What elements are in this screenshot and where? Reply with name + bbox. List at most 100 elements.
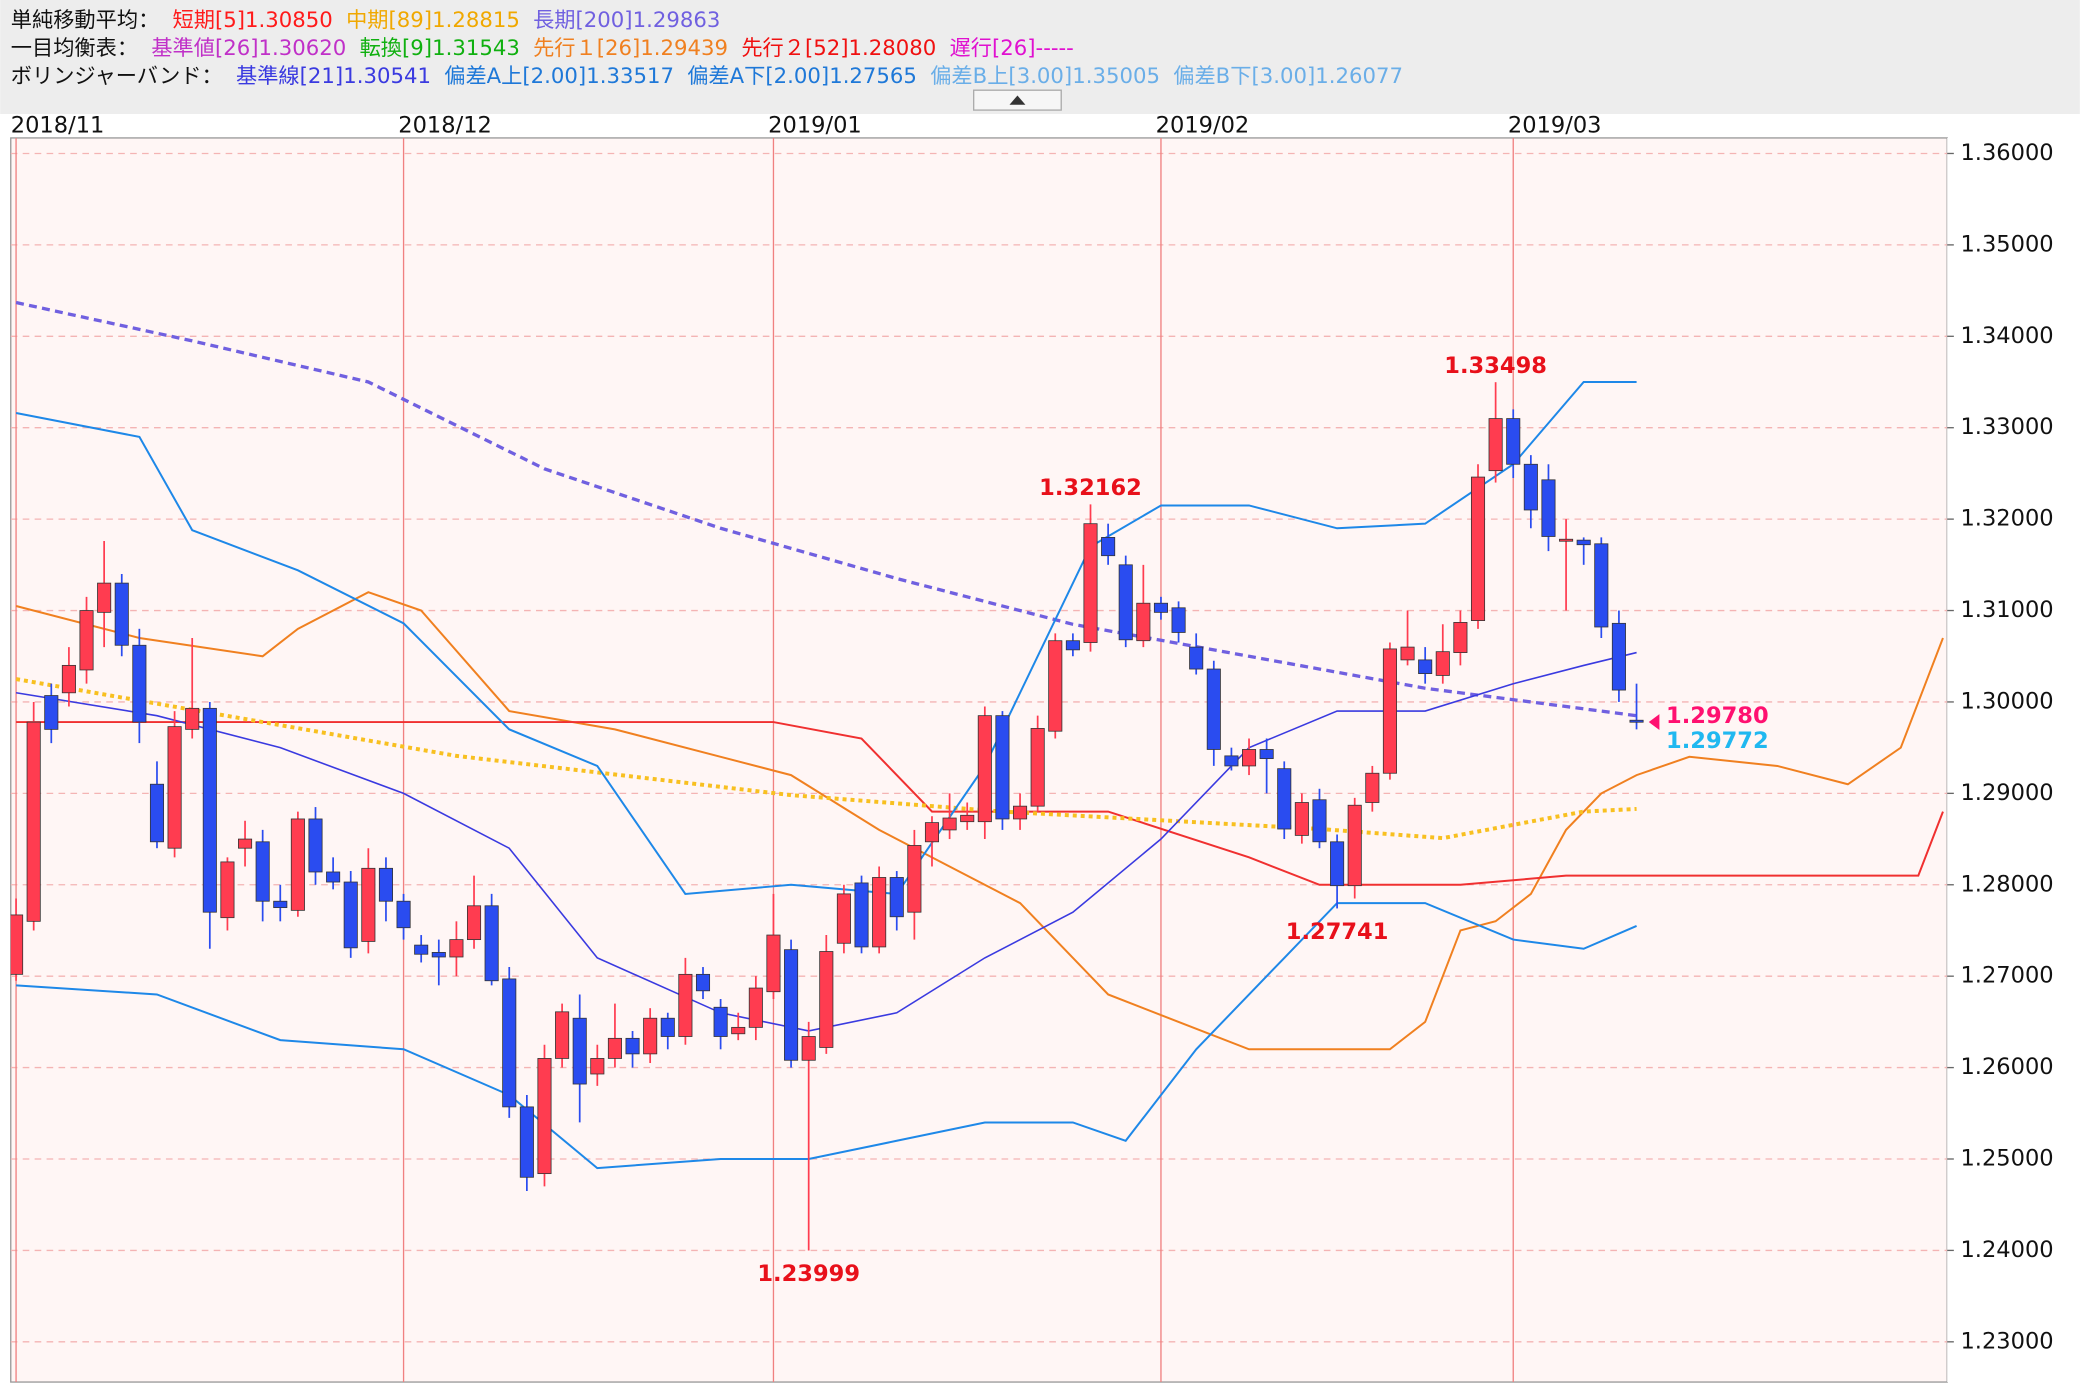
collapse-button[interactable] bbox=[973, 89, 1062, 111]
candle-body bbox=[1453, 622, 1468, 653]
legend-item: 遅行[26]----- bbox=[950, 36, 1074, 61]
candle-body bbox=[678, 973, 693, 1037]
legend-item: 転換[9]1.31543 bbox=[360, 36, 520, 61]
candle-body bbox=[1189, 646, 1204, 670]
candle-body bbox=[308, 818, 323, 873]
candle-body bbox=[1418, 659, 1433, 675]
candle-body bbox=[44, 695, 59, 730]
candle-body bbox=[378, 867, 393, 902]
legend-line: 一目均衡表： 基準値[26]1.30620 転換[9]1.31543 先行１[26]1… bbox=[11, 36, 1074, 61]
y-tick-label: 1.33000 bbox=[1960, 414, 2053, 440]
legend-line: ボリンジャーバンド： 基準線[21]1.30541 偏差A上[2.00]1.3351… bbox=[11, 64, 1403, 89]
candle-body bbox=[1541, 479, 1556, 537]
candle-body bbox=[625, 1037, 640, 1055]
date-strip bbox=[0, 114, 2080, 138]
candle-body bbox=[607, 1037, 622, 1059]
candle-body bbox=[361, 867, 376, 942]
candle-body bbox=[889, 877, 904, 918]
candle-body bbox=[1048, 640, 1063, 732]
candle-body bbox=[942, 817, 957, 831]
candle-body bbox=[801, 1036, 816, 1061]
candle-body bbox=[220, 861, 235, 919]
candle-body bbox=[836, 893, 851, 944]
legend-item: 中期[89]1.28815 bbox=[346, 8, 520, 33]
indicator-line bbox=[16, 721, 1944, 886]
candle-body bbox=[449, 939, 464, 958]
candle-body bbox=[766, 934, 781, 993]
legend-line: 単純移動平均： 短期[5]1.30850 中期[89]1.28815 長期[200]1… bbox=[11, 8, 721, 33]
candle-body bbox=[924, 822, 940, 843]
candle-body bbox=[1506, 418, 1521, 465]
candle-body bbox=[343, 881, 358, 949]
button-icon[interactable] bbox=[1009, 95, 1026, 105]
y-tick-label: 1.34000 bbox=[1960, 323, 2053, 349]
candle-body bbox=[995, 715, 1010, 820]
candle-body bbox=[784, 949, 799, 1061]
candle-body bbox=[537, 1058, 552, 1175]
indicator-line bbox=[15, 651, 1637, 1032]
candle-body bbox=[10, 914, 24, 975]
candle-body bbox=[238, 838, 253, 849]
candle-body bbox=[1030, 728, 1045, 807]
legend-item: 偏差B上[3.00]1.35005 bbox=[930, 64, 1160, 89]
candle-body bbox=[167, 726, 182, 849]
candle-body bbox=[1559, 538, 1574, 542]
candle-body bbox=[114, 582, 129, 646]
price-marker bbox=[1648, 714, 1660, 731]
candle-body bbox=[819, 951, 834, 1048]
candle-body bbox=[695, 973, 711, 992]
y-tick-label: 1.29000 bbox=[1960, 780, 2053, 806]
candle-body bbox=[1435, 651, 1450, 676]
legend-item: 先行２[52]1.28080 bbox=[741, 36, 936, 61]
extreme-label: 1.32162 bbox=[1039, 475, 1142, 501]
indicator-line bbox=[15, 591, 1944, 1051]
candle-body bbox=[555, 1011, 570, 1059]
candle-body bbox=[431, 952, 446, 958]
legend-heading: 一目均衡表： bbox=[11, 36, 138, 61]
x-tick-label: 2019/01 bbox=[768, 113, 862, 139]
candle-body bbox=[1347, 804, 1362, 887]
candle-body bbox=[484, 905, 499, 982]
x-tick-label: 2018/12 bbox=[398, 113, 492, 139]
candle-body bbox=[713, 1006, 728, 1037]
candle-body bbox=[1171, 607, 1186, 633]
candle-body bbox=[1206, 668, 1221, 750]
candle-body bbox=[1488, 418, 1503, 472]
y-tick-label: 1.24000 bbox=[1960, 1237, 2053, 1263]
y-tick-label: 1.32000 bbox=[1960, 506, 2053, 532]
extreme-label: 1.23999 bbox=[757, 1261, 860, 1287]
candle-body bbox=[1594, 543, 1609, 628]
price-axis bbox=[1947, 137, 2080, 1383]
candle-body bbox=[1136, 602, 1151, 642]
candle-body bbox=[1083, 523, 1098, 643]
candle-body bbox=[519, 1106, 534, 1178]
candle-body bbox=[1523, 463, 1538, 511]
candle-body bbox=[872, 877, 887, 948]
candle-body bbox=[977, 715, 992, 823]
candle-body bbox=[1065, 640, 1080, 651]
candle-body bbox=[1101, 537, 1116, 557]
y-tick-label: 1.36000 bbox=[1960, 140, 2053, 166]
candle-body bbox=[202, 707, 217, 913]
x-tick-label: 2019/02 bbox=[1156, 113, 1250, 139]
candle-body bbox=[466, 905, 482, 941]
candle-body bbox=[61, 664, 76, 694]
candle-body bbox=[414, 944, 429, 955]
legend-item: 長期[200]1.29863 bbox=[533, 8, 720, 33]
candle-body bbox=[97, 582, 112, 613]
candle-body bbox=[907, 845, 922, 913]
indicator-line bbox=[15, 300, 1637, 718]
candle-body bbox=[255, 841, 270, 902]
legend-item: 基準線[21]1.30541 bbox=[236, 64, 431, 89]
candle-body bbox=[79, 610, 94, 671]
candle-body bbox=[1118, 564, 1133, 641]
candle-body bbox=[1153, 602, 1168, 613]
candle-body bbox=[1365, 772, 1380, 803]
candle-body bbox=[1242, 749, 1257, 767]
candle-body bbox=[132, 644, 147, 723]
extreme-label: 1.33498 bbox=[1444, 353, 1547, 379]
legend-heading: ボリンジャーバンド： bbox=[11, 64, 223, 89]
candle-body bbox=[748, 987, 763, 1028]
x-tick-label: 2019/03 bbox=[1508, 113, 1602, 139]
candle-body bbox=[1224, 755, 1239, 767]
